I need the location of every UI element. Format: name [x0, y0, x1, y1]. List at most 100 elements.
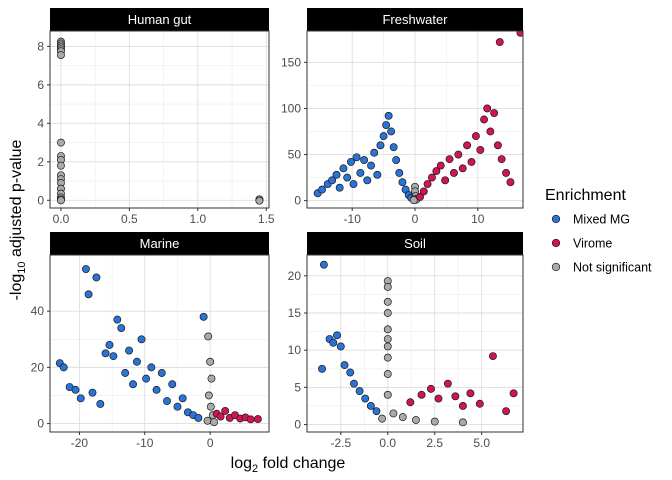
x-tick-label: -10 — [136, 436, 154, 450]
data-point — [398, 178, 407, 187]
data-point — [137, 335, 146, 344]
data-point — [387, 127, 396, 136]
data-point — [336, 342, 345, 351]
x-tick-label: 0.0 — [53, 212, 70, 226]
x-tick-label: 5.0 — [473, 436, 490, 450]
y-tick-label: 0 — [37, 417, 44, 431]
x-tick-label: 0.5 — [121, 212, 138, 226]
data-point — [113, 315, 122, 324]
data-point — [502, 169, 510, 177]
data-point — [319, 260, 328, 269]
data-point — [59, 363, 68, 372]
data-point — [480, 115, 489, 124]
data-point — [411, 416, 420, 425]
data-point — [333, 331, 342, 340]
data-point — [372, 407, 381, 416]
data-point — [392, 156, 401, 165]
data-point — [458, 402, 467, 410]
data-point — [434, 394, 443, 403]
data-point — [427, 384, 435, 393]
data-point — [152, 385, 161, 394]
x-tick-label: 10 — [471, 212, 485, 226]
data-point — [350, 379, 358, 388]
data-point — [516, 31, 523, 37]
data-point — [71, 385, 80, 394]
y-tick-label: 2 — [37, 155, 44, 169]
data-point — [349, 180, 358, 188]
y-tick-label: 0 — [294, 418, 301, 432]
data-point — [449, 169, 458, 177]
panel-title: Soil — [404, 236, 426, 251]
x-tick-label: 1.5 — [258, 212, 275, 226]
data-point — [383, 370, 392, 378]
data-point — [82, 265, 90, 273]
data-point — [206, 357, 215, 366]
data-point — [255, 196, 264, 205]
data-point — [96, 399, 105, 408]
data-point — [471, 132, 480, 141]
legend-key — [551, 214, 561, 224]
data-point — [125, 346, 134, 355]
data-point — [204, 332, 213, 341]
data-point — [376, 141, 385, 150]
data-point — [199, 312, 208, 321]
panel-title: Freshwater — [382, 12, 448, 27]
data-point — [340, 361, 349, 370]
data-point — [207, 374, 216, 383]
data-point — [458, 164, 467, 173]
plot-area — [50, 255, 269, 432]
legend-key — [551, 262, 561, 272]
data-point — [204, 391, 213, 400]
data-point — [428, 173, 436, 182]
panel-0: Human gut 0.0 0.5 1.0 1.5 0 2 4 6 8 — [37, 8, 275, 226]
data-point — [318, 364, 326, 373]
x-tick-label: 0 — [207, 436, 214, 450]
data-point — [406, 398, 415, 407]
data-point — [363, 176, 372, 185]
data-point — [347, 157, 355, 166]
points-layer — [57, 37, 264, 205]
y-tick-label: 8 — [37, 39, 44, 53]
points-layer — [313, 31, 523, 205]
data-point — [441, 176, 450, 185]
data-point — [352, 153, 361, 162]
data-point — [343, 173, 352, 182]
data-point — [117, 324, 126, 332]
plot-area — [50, 31, 269, 208]
x-tick-label: 0.0 — [379, 436, 396, 450]
panel-strip — [307, 8, 523, 31]
legend-key — [551, 238, 561, 248]
data-point — [436, 161, 445, 170]
data-point — [432, 167, 441, 176]
data-point — [329, 338, 338, 347]
data-point — [383, 283, 392, 291]
legend-label: Mixed MG — [573, 213, 630, 227]
data-point — [346, 368, 355, 377]
data-point — [383, 309, 392, 317]
panel-border — [49, 30, 270, 209]
data-point — [423, 180, 432, 188]
data-point — [379, 132, 388, 141]
data-point — [445, 155, 454, 164]
x-axis-title: log2 fold change — [231, 455, 346, 475]
data-point — [490, 109, 499, 117]
data-point — [121, 369, 130, 377]
data-point — [430, 417, 439, 426]
data-point — [458, 418, 467, 427]
y-tick-label: 40 — [31, 304, 45, 318]
y-tick-label: 15 — [288, 306, 302, 320]
data-point — [378, 414, 387, 423]
data-point — [495, 38, 504, 47]
data-point — [370, 148, 379, 157]
points-layer — [318, 260, 518, 427]
panel-3: Soil -2.5 0.0 2.5 5.0 0 5 10 15 20 — [288, 232, 524, 450]
legend-label: Virome — [573, 237, 612, 251]
data-point — [253, 415, 262, 424]
legend-label: Not significant — [573, 261, 652, 275]
data-point — [194, 414, 203, 422]
data-point — [409, 196, 418, 205]
y-tick-label: 0 — [294, 194, 301, 208]
x-tick-label: -2.5 — [330, 436, 351, 450]
data-point — [206, 402, 215, 411]
data-point — [221, 406, 230, 415]
